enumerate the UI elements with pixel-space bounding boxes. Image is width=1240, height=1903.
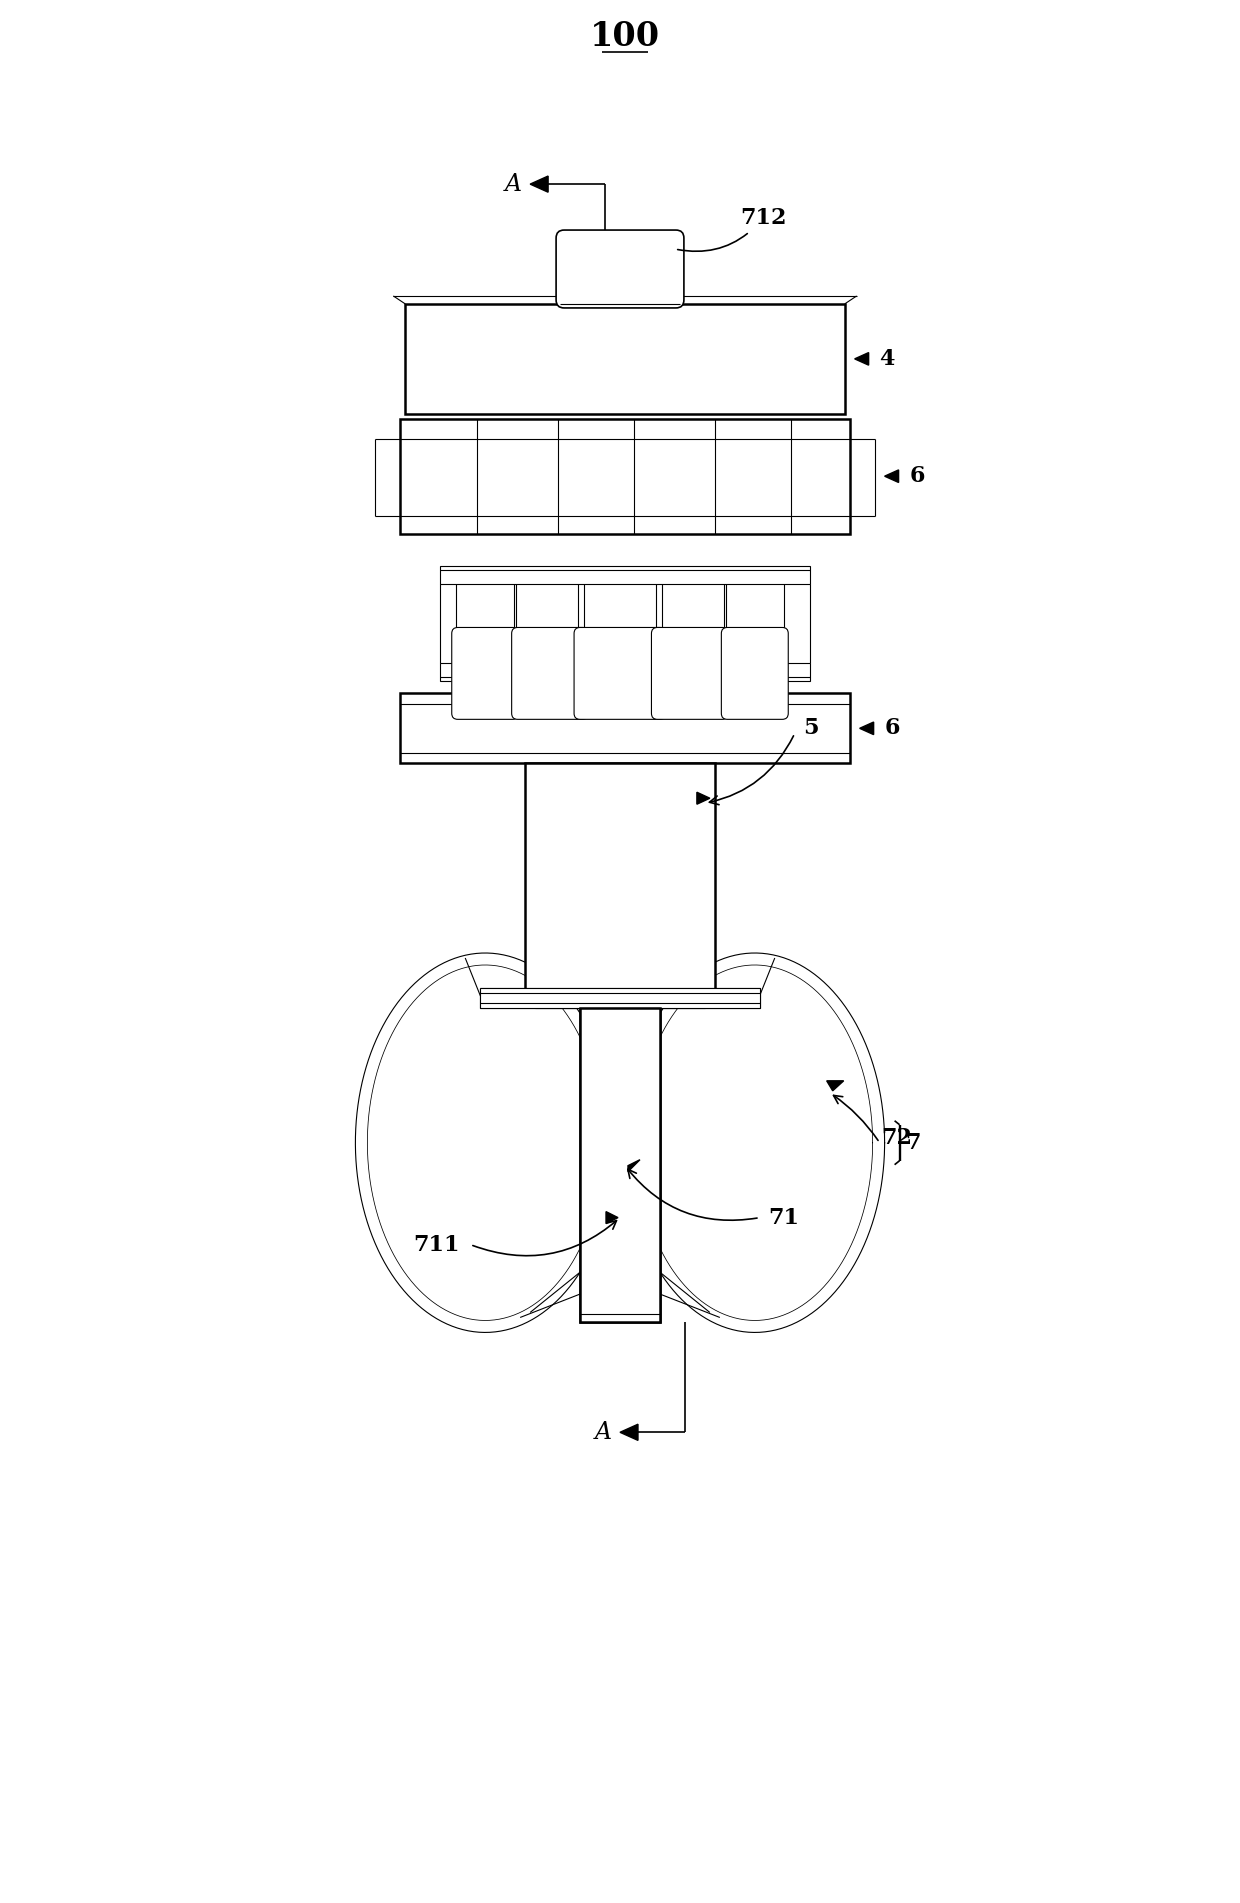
Text: 72: 72 [882,1127,913,1149]
Bar [405,304,844,413]
FancyBboxPatch shape [451,628,518,719]
Text: 712: 712 [677,207,786,251]
Polygon shape [854,352,869,365]
Bar [480,988,760,1009]
Text: 4: 4 [879,348,895,369]
Text: A: A [595,1422,613,1444]
Bar [440,664,810,681]
Text: 5: 5 [802,717,818,740]
Polygon shape [620,1423,637,1441]
FancyBboxPatch shape [651,628,728,719]
Polygon shape [606,1212,618,1224]
Polygon shape [827,1081,843,1090]
Bar [580,1009,660,1323]
Polygon shape [531,177,548,192]
FancyBboxPatch shape [574,628,666,719]
Text: 100: 100 [590,19,660,53]
Text: A: A [505,173,522,196]
FancyBboxPatch shape [556,230,684,308]
Text: 711: 711 [414,1233,460,1256]
Bar [440,565,810,584]
Polygon shape [884,470,899,483]
Bar [580,1009,660,1323]
FancyBboxPatch shape [722,628,789,719]
Text: 6: 6 [910,464,925,487]
Bar [580,1009,660,1323]
Bar [580,1009,660,1323]
Polygon shape [859,721,874,735]
Polygon shape [627,1159,640,1172]
Bar [401,693,849,763]
FancyBboxPatch shape [512,628,589,719]
Bar [480,988,760,1009]
Polygon shape [697,792,709,805]
Bar [480,988,760,1009]
Text: 6: 6 [884,717,900,740]
Bar [525,763,715,993]
Text: 7: 7 [905,1132,921,1153]
Text: 71: 71 [768,1207,799,1229]
Bar [401,419,849,533]
